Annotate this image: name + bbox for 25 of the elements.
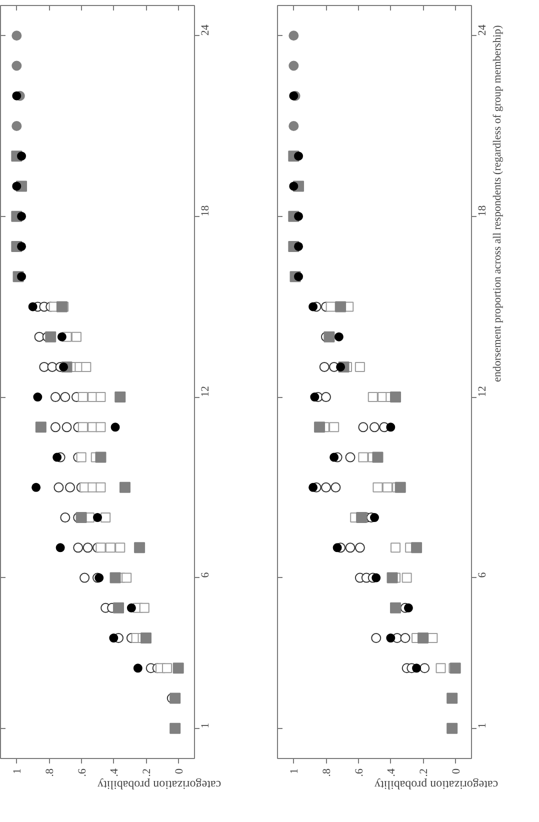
y-tick-label: 24 [200,24,212,36]
y-tick-label: 6 [200,572,212,578]
x-tick-label: .6 [353,768,366,777]
y-tick-label: 12 [200,386,212,398]
x-tick-label: 1 [12,768,24,774]
x-tick-label: .6 [76,768,88,777]
x-tick-label: .8 [44,768,56,777]
x-tick-label: 0 [173,768,186,774]
y-tick-label: 6 [476,572,488,578]
y-tick-label: 1 [200,722,212,728]
y-axis-title: endorsement proportion across all respondents (regardless of group membership) [492,24,504,382]
x-tick-label: 1 [288,768,301,774]
y-tick-label: 18 [200,204,212,216]
x-tick-label: .2 [418,768,430,777]
y-tick-label: 18 [476,204,488,216]
x-tick-label: .2 [141,768,153,777]
y-tick-label: 12 [476,386,488,398]
x-tick-label: .4 [386,768,398,777]
y-tick-label: 24 [476,24,488,36]
x-axis-title: categorization probability [374,778,498,792]
x-tick-label: 0 [450,768,462,774]
y-tick-label: 1 [476,722,488,728]
x-tick-label: .4 [108,768,121,777]
x-tick-label: .8 [321,768,333,777]
x-axis-title: categorization probability [97,778,222,792]
